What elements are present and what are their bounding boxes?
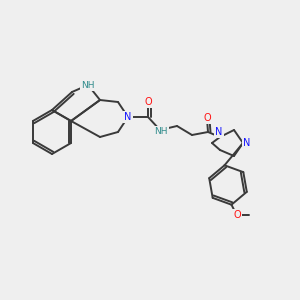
Text: N: N [215,127,223,137]
Text: N: N [124,112,132,122]
Text: NH: NH [81,80,95,89]
Text: O: O [234,210,241,220]
Text: NH: NH [154,128,168,136]
Text: O: O [144,97,152,107]
Text: O: O [203,113,211,123]
Text: N: N [243,138,251,148]
